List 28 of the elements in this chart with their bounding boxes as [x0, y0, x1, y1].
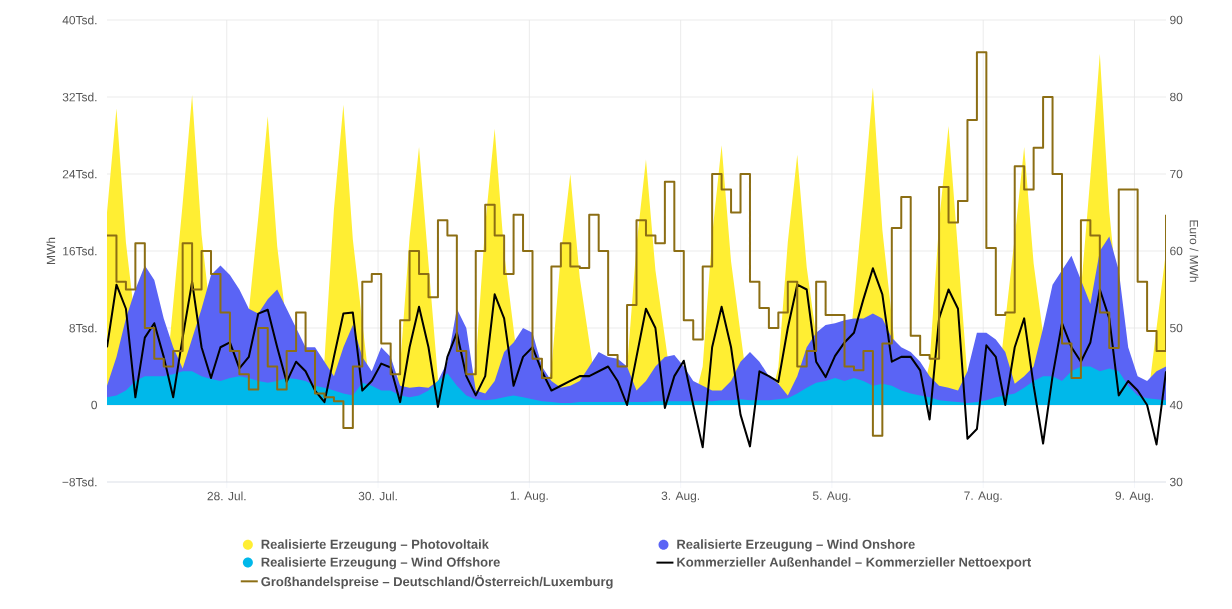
- y2-axis-title: Euro / MWh: [1189, 220, 1199, 282]
- x-tick-label: 1. Aug.: [510, 491, 548, 503]
- y-axis-title: MWh: [46, 237, 56, 264]
- y-tick-label: −8Tsd.: [62, 477, 97, 487]
- legend-label: Realisierte Erzeugung – Photovoltaik: [261, 539, 489, 552]
- y2-tick-label: 30: [1169, 477, 1183, 487]
- y-tick-label: 32Tsd.: [62, 92, 97, 102]
- x-tick-label: 7. Aug.: [964, 491, 1002, 503]
- y2-tick-label: 80: [1170, 92, 1183, 102]
- y-tick-label: 8Tsd.: [69, 323, 97, 333]
- x-tick-label: 5. Aug.: [812, 491, 851, 503]
- x-tick-label: 30. Jul.: [358, 491, 397, 501]
- y-tick-label: 16Tsd.: [63, 246, 97, 256]
- x-tick-label: 9. Aug.: [1115, 491, 1153, 503]
- y-tick-label: 24Tsd.: [62, 169, 97, 179]
- y-tick-label: 0: [91, 400, 98, 410]
- legend-label: Realisierte Erzeugung – Wind Offshore: [261, 557, 500, 570]
- y2-tick-label: 70: [1170, 169, 1183, 179]
- y2-tick-label: 90: [1170, 15, 1183, 25]
- x-tick-label: 28. Jul.: [207, 491, 246, 501]
- y-tick-label: 40Tsd.: [62, 15, 97, 25]
- legend-label: Großhandelspreise – Deutschland/Österreich/Luxemburg: [261, 575, 613, 589]
- y2-tick-label: 40: [1169, 400, 1183, 410]
- y2-tick-label: 60: [1170, 246, 1183, 256]
- legend-label: Kommerzieller Außenhandel – Kommerzieller Nettoexport: [677, 557, 1032, 570]
- legend-label: Realisierte Erzeugung – Wind Onshore: [677, 539, 915, 552]
- x-tick-label: 3. Aug.: [661, 491, 700, 503]
- y2-tick-label: 50: [1170, 323, 1183, 333]
